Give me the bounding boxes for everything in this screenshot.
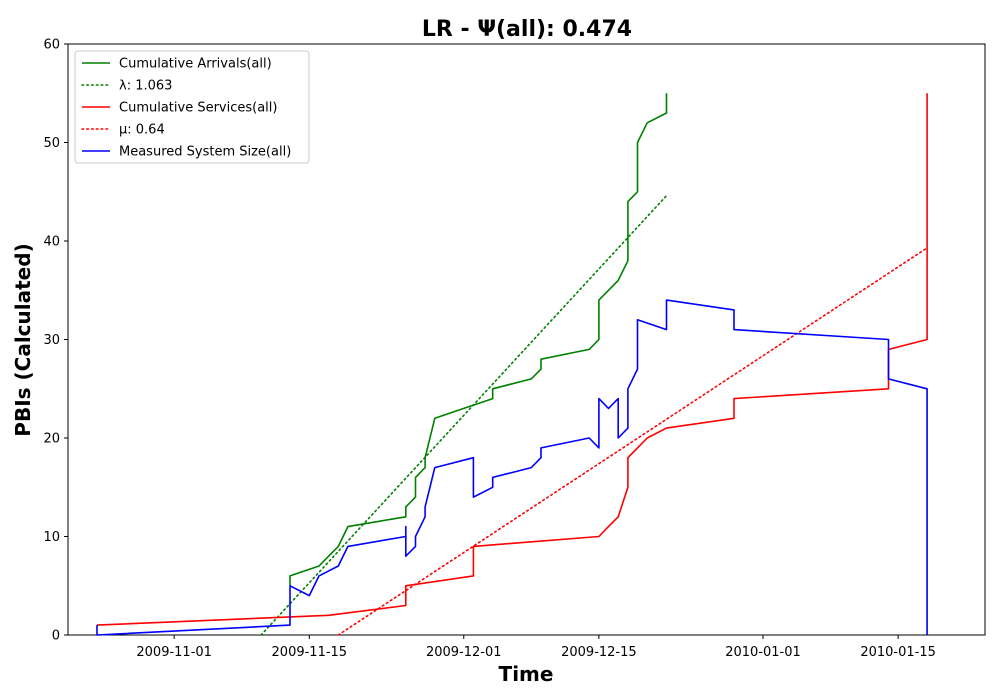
legend-label: μ: 0.64 — [119, 123, 165, 138]
y-axis-title: PBIs (Calculated) — [11, 243, 35, 436]
y-axis: 0 10 20 30 40 50 60 — [43, 38, 68, 644]
series-line-cumulative-services-all — [96, 93, 928, 626]
x-axis-title: Time — [499, 662, 554, 686]
legend-label: λ: 1.063 — [119, 79, 172, 94]
legend-label: Measured System Size(all) — [119, 145, 291, 160]
x-tick-label: 2010-01-01 — [725, 645, 801, 660]
x-tick-label: 2009-12-01 — [426, 645, 502, 660]
x-tick-label: 2009-11-01 — [136, 645, 212, 660]
x-tick-label: 2009-11-15 — [272, 645, 348, 660]
y-tick-label: 60 — [43, 38, 60, 53]
series-line-measured-system-size-all — [96, 299, 928, 636]
legend-box — [74, 50, 310, 164]
y-tick-label: 0 — [52, 629, 60, 644]
y-tick-label: 10 — [43, 530, 60, 545]
chart-title: LR - Ψ(all): 0.474 — [422, 17, 632, 42]
y-tick-label: 20 — [43, 432, 60, 447]
legend-label: Cumulative Services(all) — [119, 101, 277, 116]
legend-label: Cumulative Arrivals(all) — [119, 57, 272, 72]
y-tick-label: 40 — [43, 235, 60, 250]
y-tick-label: 30 — [43, 333, 60, 348]
series-layer — [96, 93, 928, 636]
x-tick-label: 2010-01-15 — [860, 645, 936, 660]
x-axis: 2009-11-01 2009-11-15 2009-12-01 2009-12-15… — [136, 635, 936, 660]
series-line-cumulative-arrivals-all — [289, 93, 668, 586]
x-tick-label: 2009-12-15 — [561, 645, 637, 660]
series-line-1-063 — [260, 194, 668, 636]
legend: Cumulative Arrivals(all) λ: 1.063 Cumulati… — [74, 50, 310, 164]
series-line-0-64 — [337, 247, 928, 636]
y-tick-label: 50 — [43, 136, 60, 151]
